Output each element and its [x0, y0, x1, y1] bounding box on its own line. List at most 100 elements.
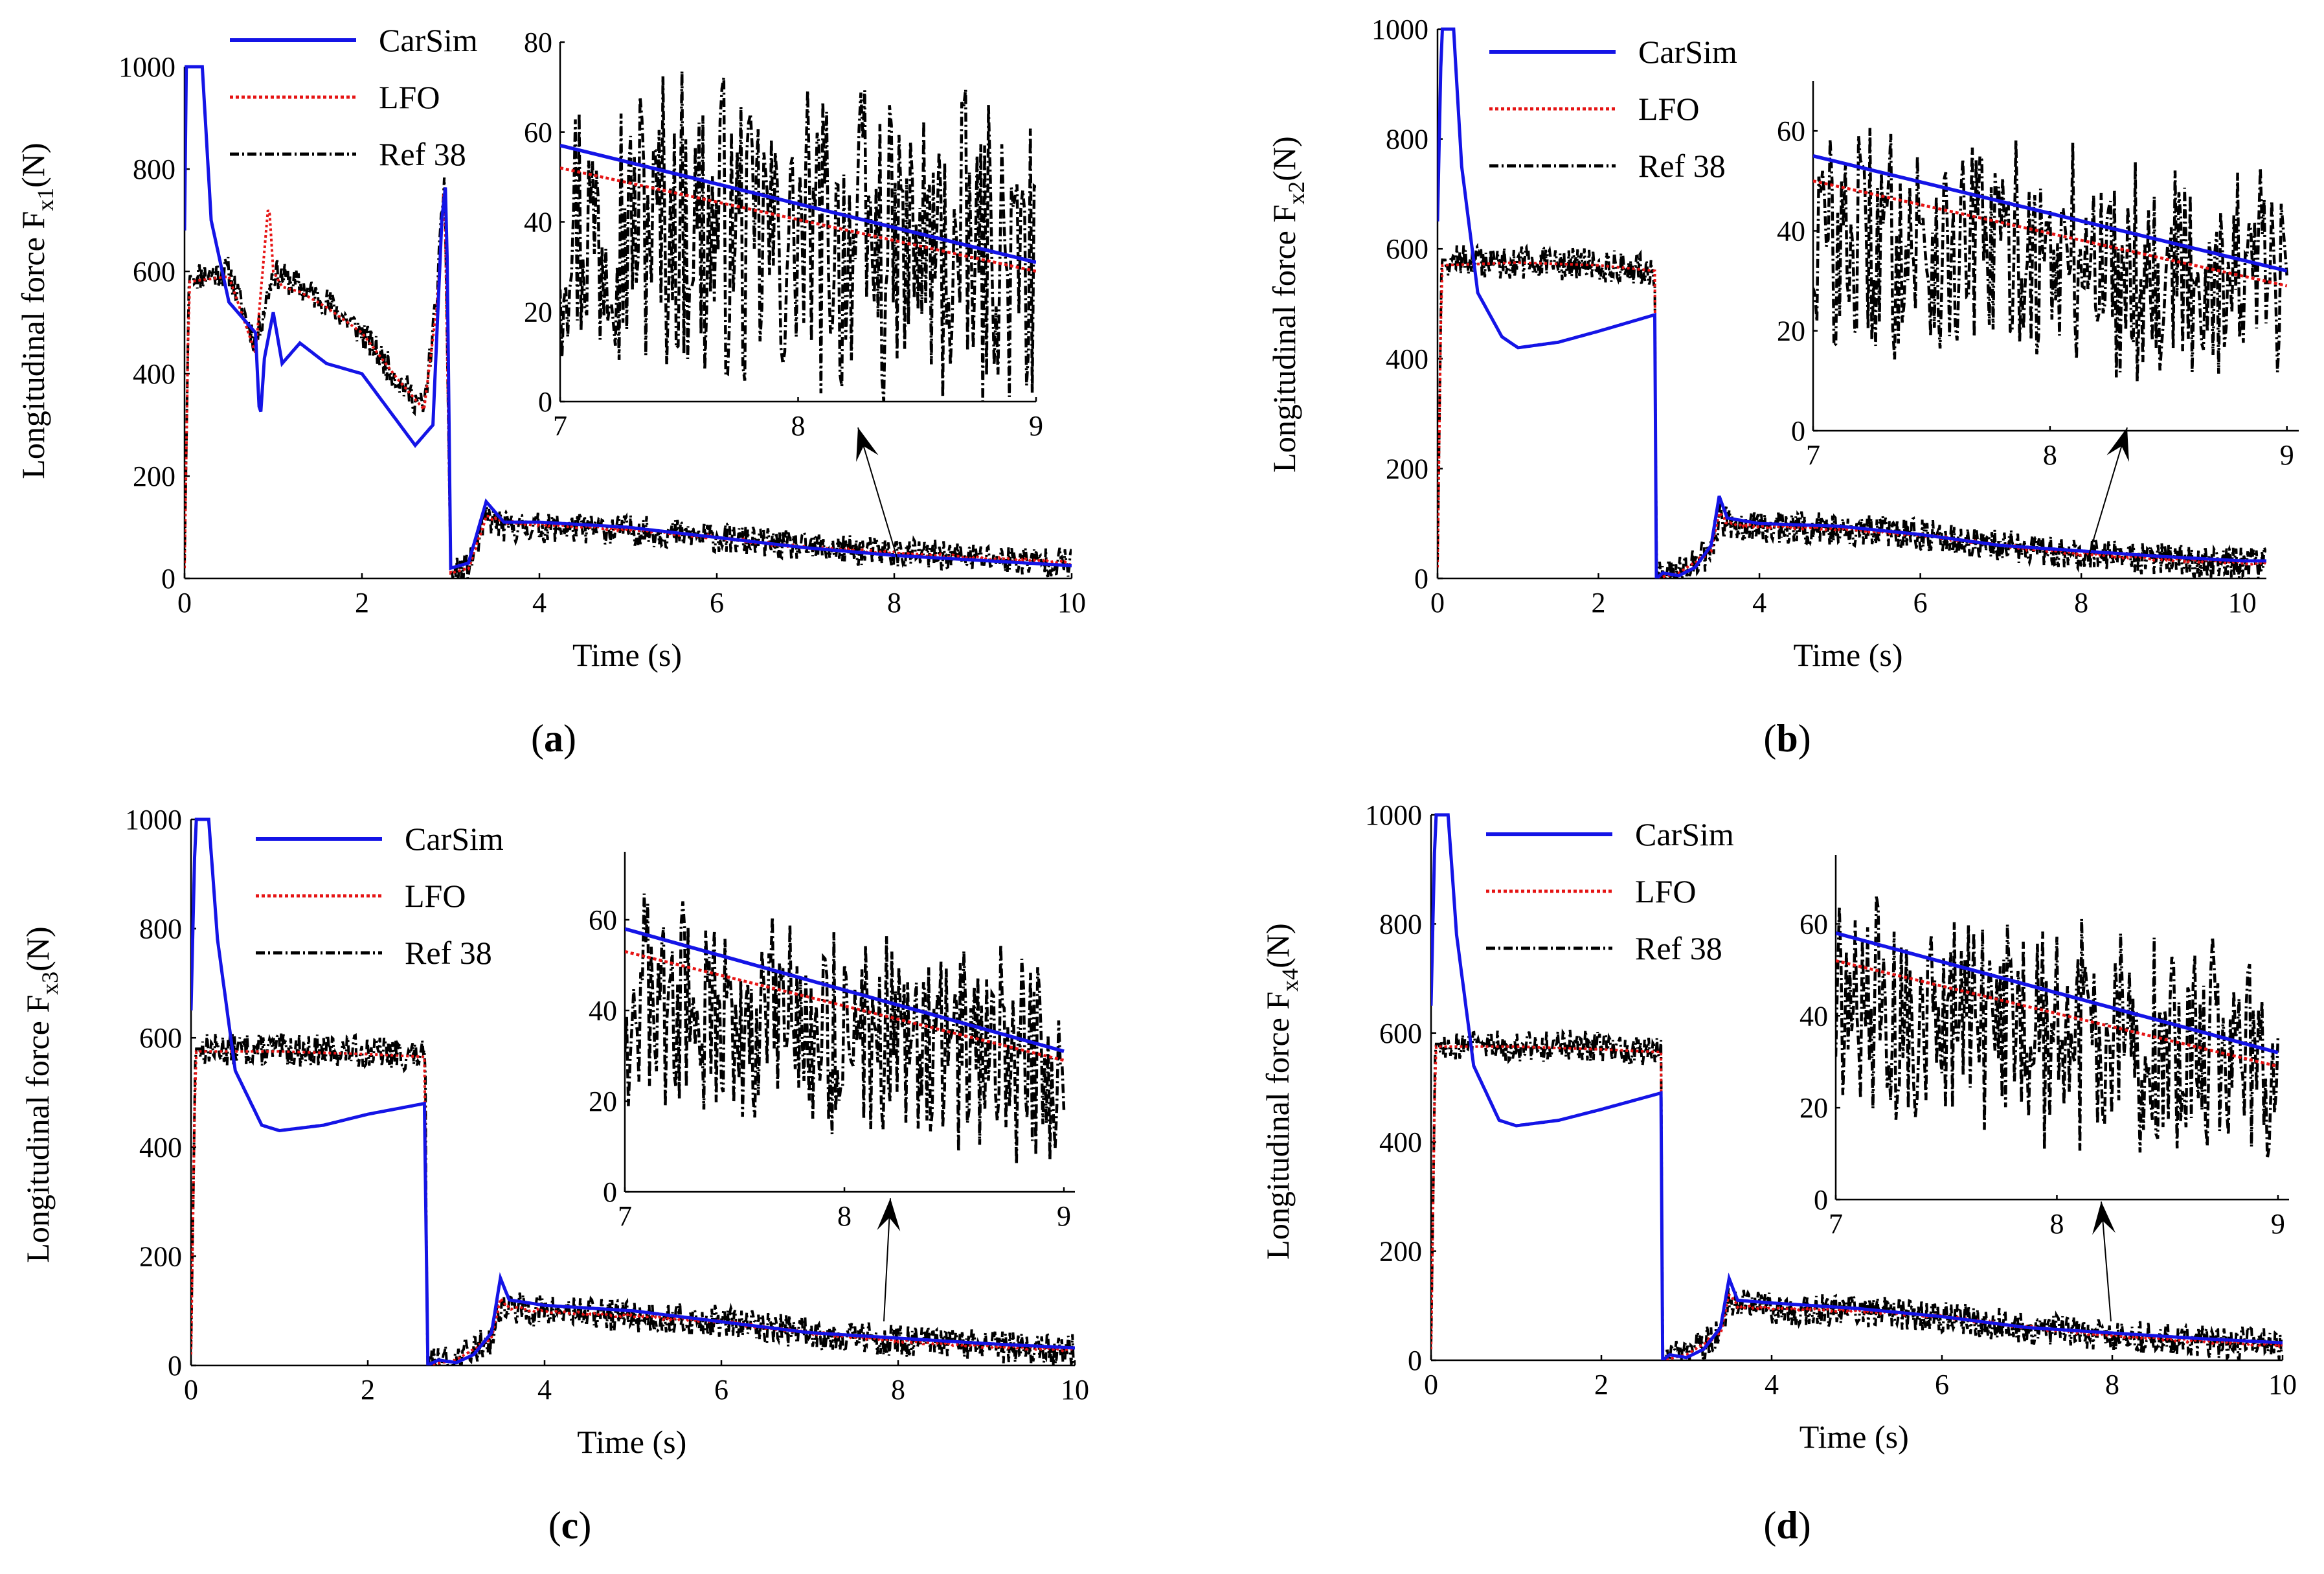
- zoom-arrow-head: [877, 1198, 901, 1231]
- x-tick-label: 4: [1765, 1369, 1779, 1400]
- legend-label-lfo: LFO: [405, 878, 466, 914]
- legend: CarSim LFO Ref 38: [256, 821, 504, 971]
- y-tick-label: 1000: [125, 804, 182, 836]
- legend-label-carsim: CarSim: [379, 22, 478, 58]
- inset-y-tick-label: 40: [1777, 215, 1805, 247]
- inset-y-tick-label: 20: [524, 296, 552, 328]
- inset-x-tick-label: 9: [2271, 1208, 2285, 1240]
- series-carsim-line: [1438, 27, 2266, 578]
- zoom-arrow-head: [2106, 428, 2129, 462]
- zoom-arrow-head: [856, 428, 879, 462]
- zoom-arrow-head: [2092, 1202, 2115, 1235]
- inset-carsim-line: [625, 927, 1065, 1053]
- y-tick-label: 600: [133, 256, 175, 288]
- y-tick-label: 400: [133, 358, 175, 390]
- x-tick-label: 8: [2074, 587, 2088, 619]
- series-carsim-line: [191, 817, 1075, 1365]
- x-tick-label: 6: [1913, 587, 1928, 619]
- x-tick-label: 2: [355, 587, 369, 619]
- y-tick-label: 200: [133, 461, 175, 492]
- inset-y-tick-label: 20: [1777, 315, 1805, 347]
- zoom-arrow-line: [2088, 427, 2128, 558]
- y-tick-label: 800: [1379, 908, 1422, 940]
- y-tick-label: 600: [1386, 233, 1428, 265]
- inset-x-tick-label: 9: [1029, 410, 1043, 442]
- legend-label-lfo: LFO: [379, 79, 440, 115]
- zoom-arrow-line: [857, 427, 897, 558]
- x-axis-label: Time (s): [572, 637, 682, 673]
- inset-y-tick-label: 20: [1799, 1092, 1828, 1124]
- x-tick-label: 6: [714, 1374, 728, 1406]
- inset-x-tick-label: 9: [2280, 439, 2294, 471]
- inset-y-tick-label: 0: [603, 1176, 617, 1208]
- x-tick-label: 8: [891, 1374, 905, 1406]
- x-tick-label: 6: [710, 587, 724, 619]
- inset-y-tick-label: 0: [538, 386, 552, 418]
- inset-x-tick-label: 7: [1806, 439, 1820, 471]
- legend-label-carsim: CarSim: [1638, 34, 1737, 70]
- inset: 7 8 9 0 20 40 60 80: [524, 27, 1043, 442]
- legend-label-lfo: LFO: [1638, 91, 1699, 127]
- subplot-label: (b): [1763, 717, 1811, 760]
- inset-series-group: [560, 71, 1036, 402]
- zoom-arrow-line: [883, 1198, 891, 1322]
- y-tick-label: 400: [1379, 1126, 1422, 1158]
- inset-x-tick-label: 7: [1829, 1208, 1843, 1240]
- inset-y-tick-label: 60: [1799, 908, 1828, 940]
- x-axis-label: Time (s): [577, 1424, 686, 1460]
- y-tick-label: 200: [1386, 453, 1428, 485]
- x-tick-label: 8: [887, 587, 901, 619]
- series-carsim-line: [1431, 813, 2283, 1360]
- y-axis-label: Longitudinal force Fx4(N): [1259, 923, 1303, 1259]
- y-axis-label: Longitudinal force Fx3(N): [19, 926, 63, 1262]
- series-group: [1431, 813, 2283, 1360]
- inset-y-tick-label: 40: [524, 207, 552, 238]
- series-group: [191, 817, 1075, 1365]
- y-tick-label: 0: [1414, 563, 1428, 595]
- inset-series-group: [625, 893, 1066, 1164]
- inset-x-tick-label: 7: [553, 410, 567, 442]
- inset-lfo-line: [1836, 959, 2279, 1068]
- y-tick-label: 1000: [1371, 14, 1428, 45]
- inset-x-tick-label: 8: [837, 1200, 852, 1232]
- x-tick-label: 2: [1592, 587, 1606, 619]
- legend: CarSim LFO Ref 38: [230, 22, 478, 172]
- y-tick-label: 800: [1386, 124, 1428, 155]
- y-axis-label: Longitudinal force Fx2(N): [1266, 136, 1309, 472]
- series-ref38-line: [185, 177, 1072, 578]
- y-tick-label: 600: [139, 1022, 182, 1054]
- zoom-arrow-line: [2101, 1201, 2112, 1322]
- inset-x-tick-label: 8: [2049, 1208, 2064, 1240]
- subplot-label: (d): [1763, 1504, 1811, 1547]
- inset-ref38-line: [560, 71, 1036, 402]
- series-carsim-line: [185, 65, 1072, 571]
- inset-y-tick-label: 60: [524, 117, 552, 148]
- y-tick-label: 200: [1379, 1236, 1422, 1268]
- y-axis-label: Longitudinal force Fx1(N): [15, 143, 58, 479]
- legend-label-ref: Ref 38: [379, 136, 466, 172]
- x-tick-label: 4: [1752, 587, 1766, 619]
- x-tick-label: 10: [2268, 1369, 2297, 1400]
- legend: CarSim LFO Ref 38: [1486, 816, 1734, 966]
- x-tick-label: 10: [1061, 1374, 1089, 1406]
- y-tick-label: 400: [139, 1132, 182, 1163]
- legend-label-ref: Ref 38: [1638, 148, 1726, 184]
- x-axis-label: Time (s): [1799, 1419, 1909, 1455]
- inset-y-tick-label: 20: [589, 1086, 617, 1117]
- y-tick-label: 800: [139, 913, 182, 945]
- inset-y-tick-label: 0: [1814, 1184, 1828, 1216]
- legend-label-lfo: LFO: [1635, 873, 1696, 909]
- x-tick-label: 4: [537, 1374, 552, 1406]
- inset-x-tick-label: 8: [791, 410, 806, 442]
- inset: 7 8 9 0 20 40 60: [1799, 855, 2289, 1240]
- legend: CarSim LFO Ref 38: [1489, 34, 1737, 184]
- y-tick-label: 0: [168, 1350, 182, 1382]
- inset-y-tick-label: 40: [589, 995, 617, 1027]
- inset-y-tick-label: 40: [1799, 1000, 1828, 1032]
- inset-x-tick-label: 7: [618, 1200, 632, 1232]
- legend-label-ref: Ref 38: [405, 935, 492, 971]
- legend-label-carsim: CarSim: [1635, 816, 1734, 852]
